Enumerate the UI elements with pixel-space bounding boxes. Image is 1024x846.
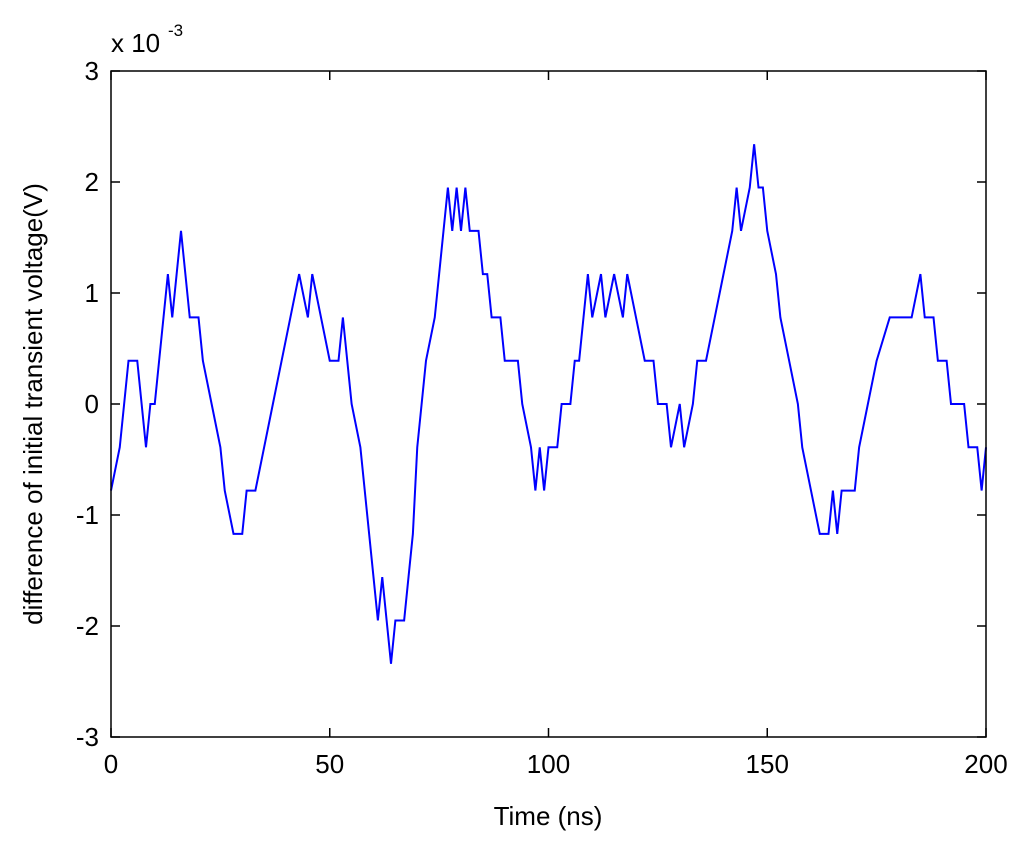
y-tick-label: 1 <box>85 278 99 308</box>
data-line <box>110 144 987 664</box>
x-axis-label: Time (ns) <box>494 801 603 831</box>
y-multiplier: x 10 <box>111 28 160 58</box>
y-multiplier-exponent: -3 <box>168 21 183 40</box>
x-tick-label: 150 <box>746 749 789 779</box>
y-tick-label: -3 <box>76 722 99 752</box>
x-tick-label: 0 <box>104 749 118 779</box>
x-tick-label: 200 <box>964 749 1007 779</box>
x-tick-label: 100 <box>527 749 570 779</box>
y-tick-label: 0 <box>85 389 99 419</box>
y-tick-label: 2 <box>85 167 99 197</box>
y-tick-label: -1 <box>76 500 99 530</box>
x-tick-label: 50 <box>315 749 344 779</box>
y-tick-label: -2 <box>76 611 99 641</box>
y-tick-label: 3 <box>85 56 99 86</box>
y-axis-label: difference of initial transient voltage(… <box>18 183 48 625</box>
